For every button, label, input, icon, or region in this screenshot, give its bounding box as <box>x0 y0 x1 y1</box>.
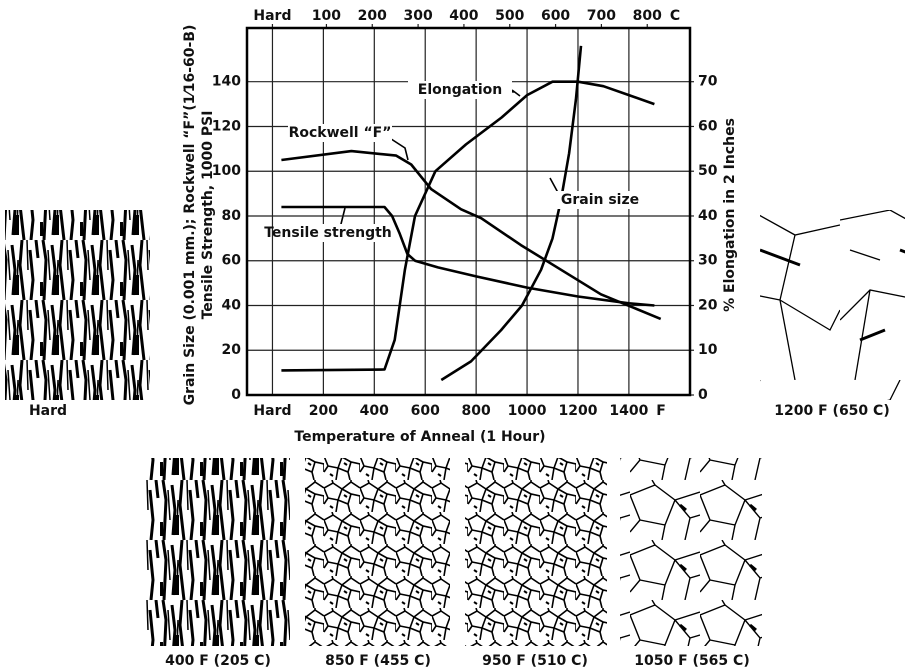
curve <box>281 205 655 307</box>
y2-tick-label: 30 <box>698 253 718 269</box>
curve <box>281 149 662 321</box>
y2-tick-label: 20 <box>698 297 718 313</box>
x-tick-label: 1000 <box>508 403 547 419</box>
curve-label: Tensile strength <box>264 225 392 241</box>
curve-label: Grain size <box>561 192 639 208</box>
x2-tick-label: 800 <box>633 8 662 24</box>
x2-tick-label: Hard <box>253 8 291 24</box>
micrograph-caption: 1200 F (650 C) <box>774 403 889 419</box>
y-tick-label: 40 <box>222 297 242 313</box>
x-tick-label: 600 <box>411 403 440 419</box>
y-axis-label: Grain Size (0.001 mm.); Rockwell “F”(1⁄1… <box>182 25 198 406</box>
x2-tick-label: 500 <box>495 8 524 24</box>
x2-tick-label: 400 <box>449 8 478 24</box>
y-tick-label: 140 <box>212 74 241 90</box>
x-tick-label: 400 <box>360 403 389 419</box>
micrograph-caption: 1050 F (565 C) <box>634 653 749 669</box>
micrograph <box>620 458 762 646</box>
x-tick-label: 1200 <box>558 403 597 419</box>
label-bg <box>288 124 392 142</box>
x-tick-label: 800 <box>462 403 491 419</box>
micrographs: Hard 1200 F (650 C) 400 F (205 C) 850 F … <box>5 210 905 669</box>
y-tick-label: 120 <box>212 118 241 134</box>
x2-tick-label: 200 <box>358 8 387 24</box>
y2-tick-label: 50 <box>698 163 718 179</box>
y-tick-label: 80 <box>222 208 242 224</box>
curve <box>281 80 655 372</box>
micrograph <box>5 210 150 400</box>
x-tick-label: 200 <box>309 403 338 419</box>
x-axis-label: Temperature of Anneal (1 Hour) <box>294 429 545 445</box>
x-tick-label: 1400 <box>609 403 648 419</box>
x2-tick-label: 300 <box>403 8 432 24</box>
y2-tick-label: 10 <box>698 342 718 358</box>
micrograph <box>305 458 450 646</box>
y2-tick-label: 40 <box>698 208 718 224</box>
y-tick-label: 100 <box>212 163 241 179</box>
x-unit: F <box>656 403 666 419</box>
micrograph <box>465 458 607 646</box>
y-tick-label: 20 <box>222 342 242 358</box>
curve-label: Elongation <box>418 82 503 98</box>
y-tick-label: 0 <box>231 387 241 403</box>
y2-tick-label: 0 <box>698 387 708 403</box>
micrograph <box>146 458 290 646</box>
y2-tick-label: 70 <box>698 74 718 90</box>
x2-tick-label: 700 <box>587 8 616 24</box>
x2-tick-label: 100 <box>312 8 341 24</box>
micrograph-caption: 950 F (510 C) <box>482 653 588 669</box>
curve-label: Rockwell “F” <box>289 125 392 141</box>
x2-tick-label: 600 <box>541 8 570 24</box>
label-bg <box>408 81 512 99</box>
label-bg <box>276 224 380 242</box>
x-tick-label: Hard <box>253 403 291 419</box>
micrograph <box>760 210 905 400</box>
micrograph-caption: 400 F (205 C) <box>165 653 271 669</box>
y-tick-label: 60 <box>222 253 242 269</box>
micrograph-caption: Hard <box>29 403 67 419</box>
x2-unit: C <box>670 8 680 24</box>
curve <box>440 45 583 382</box>
y2-axis-label: % Elongation in 2 Inches <box>722 118 738 312</box>
micrograph-caption: 850 F (455 C) <box>325 653 431 669</box>
label-bg <box>548 191 652 209</box>
y-axis-label: Tensile Strength, 1000 PSI <box>200 111 216 320</box>
y2-tick-label: 60 <box>698 118 718 134</box>
plot-frame <box>245 26 692 397</box>
